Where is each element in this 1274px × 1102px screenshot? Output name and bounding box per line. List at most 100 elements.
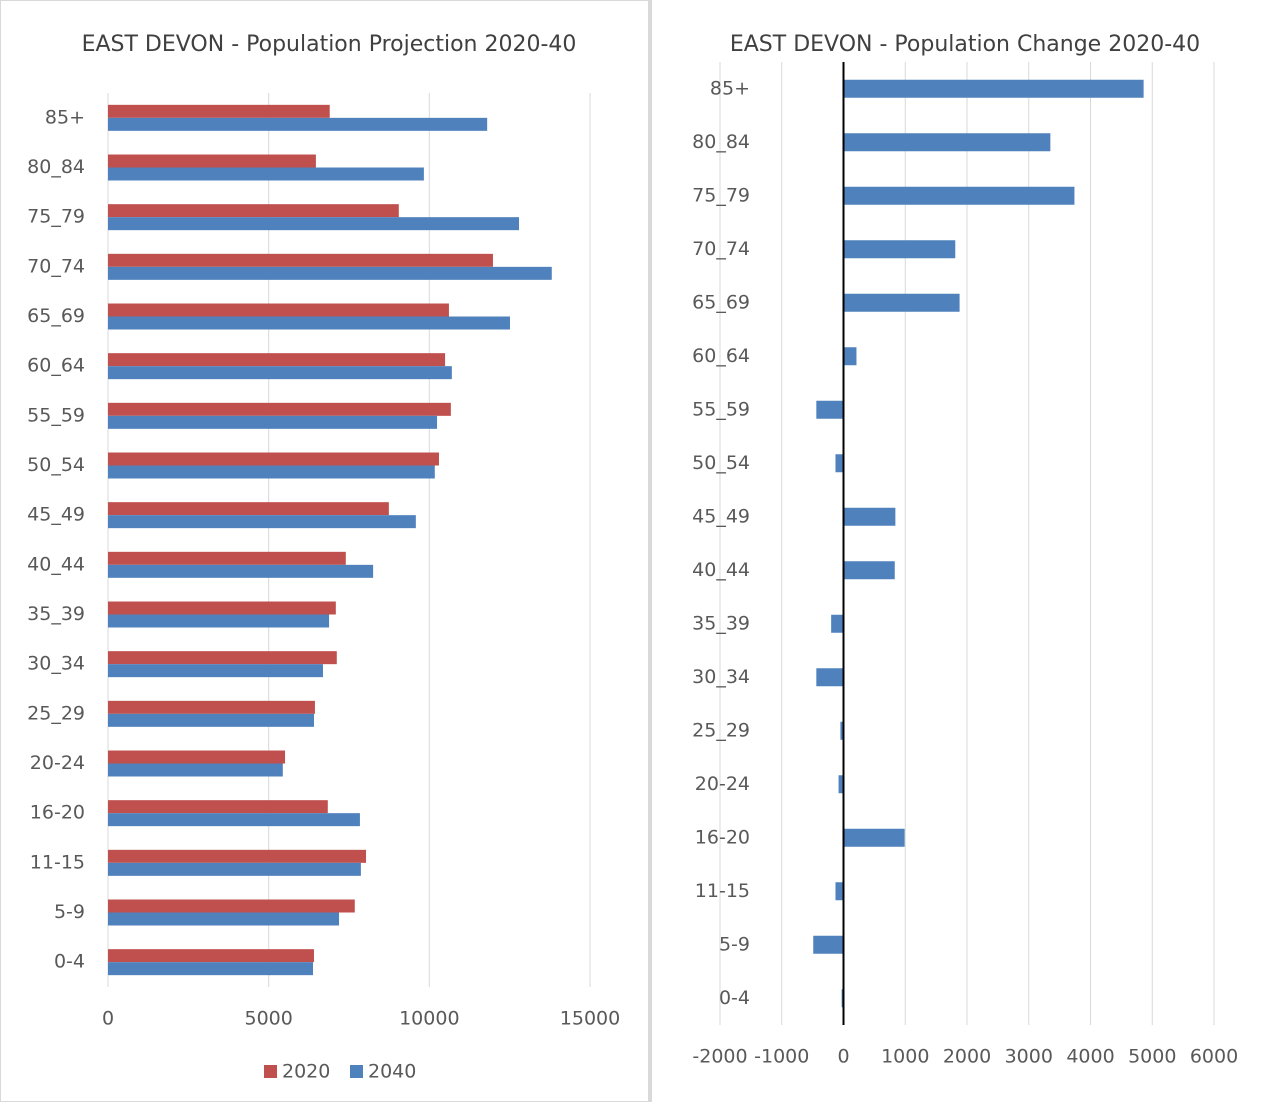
- bar: [108, 614, 330, 628]
- bar: [108, 303, 449, 317]
- bar: [843, 293, 960, 312]
- bar: [835, 454, 844, 473]
- bar: [108, 664, 323, 678]
- x-tick-label: 5000: [1128, 1046, 1176, 1068]
- y-tick-label: 70_74: [692, 238, 750, 260]
- x-tick-label: 15000: [560, 1008, 620, 1030]
- bar: [108, 502, 389, 516]
- y-tick-label: 11-15: [695, 880, 750, 902]
- y-tick-label: 35_39: [692, 612, 750, 634]
- legend-swatch: [350, 1065, 363, 1078]
- y-tick-label: 5-9: [719, 933, 750, 955]
- chart-title: EAST DEVON - Population Projection 2020-…: [82, 32, 577, 57]
- bar: [813, 935, 844, 954]
- bar: [108, 601, 336, 615]
- bar: [108, 564, 374, 578]
- bar: [108, 266, 552, 280]
- y-tick-label: 16-20: [30, 802, 85, 824]
- y-tick-label: 85+: [45, 106, 85, 128]
- legend-label: 2020: [282, 1061, 330, 1083]
- y-tick-label: 80_84: [692, 131, 750, 153]
- y-tick-label: 25_29: [692, 719, 750, 741]
- y-tick-label: 55_59: [692, 398, 750, 420]
- y-tick-label: 70_74: [27, 255, 85, 277]
- y-tick-label: 40_44: [27, 553, 85, 575]
- y-tick-label: 60_64: [27, 355, 85, 377]
- y-tick-label: 60_64: [692, 345, 750, 367]
- bar: [108, 700, 315, 714]
- x-tick-label: 6000: [1190, 1046, 1238, 1068]
- bar: [108, 415, 438, 429]
- separator: [648, 0, 652, 1102]
- bar: [108, 253, 493, 267]
- bar: [108, 551, 346, 565]
- y-tick-label: 30_34: [27, 653, 85, 675]
- bar: [108, 402, 451, 416]
- y-tick-label: 45_49: [27, 504, 85, 526]
- y-tick-label: 0-4: [54, 951, 85, 973]
- y-tick-label: 45_49: [692, 505, 750, 527]
- y-tick-label: 85+: [710, 77, 750, 99]
- bar: [108, 104, 330, 118]
- y-tick-label: 50_54: [692, 452, 750, 474]
- x-tick-label: 1000: [881, 1046, 929, 1068]
- x-tick-label: 10000: [399, 1008, 459, 1030]
- bar: [843, 828, 905, 847]
- x-tick-label: -2000: [692, 1046, 747, 1068]
- bar: [108, 813, 360, 827]
- y-tick-label: 35_39: [27, 603, 85, 625]
- bar: [108, 167, 424, 181]
- bar: [838, 775, 844, 794]
- bar: [108, 353, 446, 367]
- y-tick-label: 55_59: [27, 404, 85, 426]
- x-tick-label: 5000: [244, 1008, 292, 1030]
- y-tick-label: 0-4: [719, 987, 750, 1009]
- x-tick-label: 0: [102, 1008, 114, 1030]
- y-tick-label: 65_69: [27, 305, 85, 327]
- bar: [816, 400, 844, 419]
- y-tick-label: 80_84: [27, 156, 85, 178]
- y-tick-label: 50_54: [27, 454, 85, 476]
- bar: [843, 347, 857, 366]
- bar: [108, 800, 328, 814]
- bar: [840, 721, 844, 740]
- y-tick-label: 75_79: [692, 184, 750, 206]
- bar: [108, 849, 367, 863]
- bar: [108, 366, 452, 380]
- y-tick-label: 75_79: [27, 206, 85, 228]
- y-tick-label: 30_34: [692, 666, 750, 688]
- chart-title: EAST DEVON - Population Change 2020-40: [730, 32, 1200, 57]
- x-tick-label: 0: [837, 1046, 849, 1068]
- bar: [843, 186, 1075, 205]
- bar: [108, 651, 337, 665]
- bar: [108, 962, 314, 976]
- y-tick-label: 25_29: [27, 702, 85, 724]
- y-tick-label: 5-9: [54, 901, 85, 923]
- bar: [835, 882, 844, 901]
- y-tick-label: 20-24: [695, 773, 750, 795]
- bar: [108, 899, 355, 913]
- bar: [843, 79, 1144, 98]
- x-tick-label: 3000: [1005, 1046, 1053, 1068]
- y-tick-label: 11-15: [30, 851, 85, 873]
- bar: [108, 515, 416, 529]
- legend-label: 2040: [368, 1061, 416, 1083]
- y-tick-label: 16-20: [695, 826, 750, 848]
- bar: [843, 507, 896, 526]
- y-tick-label: 20-24: [30, 752, 85, 774]
- bar: [108, 949, 314, 963]
- bar: [108, 154, 316, 168]
- bar: [108, 763, 283, 777]
- bar: [831, 614, 844, 633]
- bar: [108, 217, 519, 231]
- bar: [108, 117, 488, 131]
- x-tick-label: -1000: [754, 1046, 809, 1068]
- panel-border: [0, 0, 649, 1102]
- bar: [108, 204, 399, 218]
- legend-swatch: [264, 1065, 277, 1078]
- x-tick-label: 4000: [1066, 1046, 1114, 1068]
- bar: [843, 240, 956, 259]
- y-tick-label: 40_44: [692, 559, 750, 581]
